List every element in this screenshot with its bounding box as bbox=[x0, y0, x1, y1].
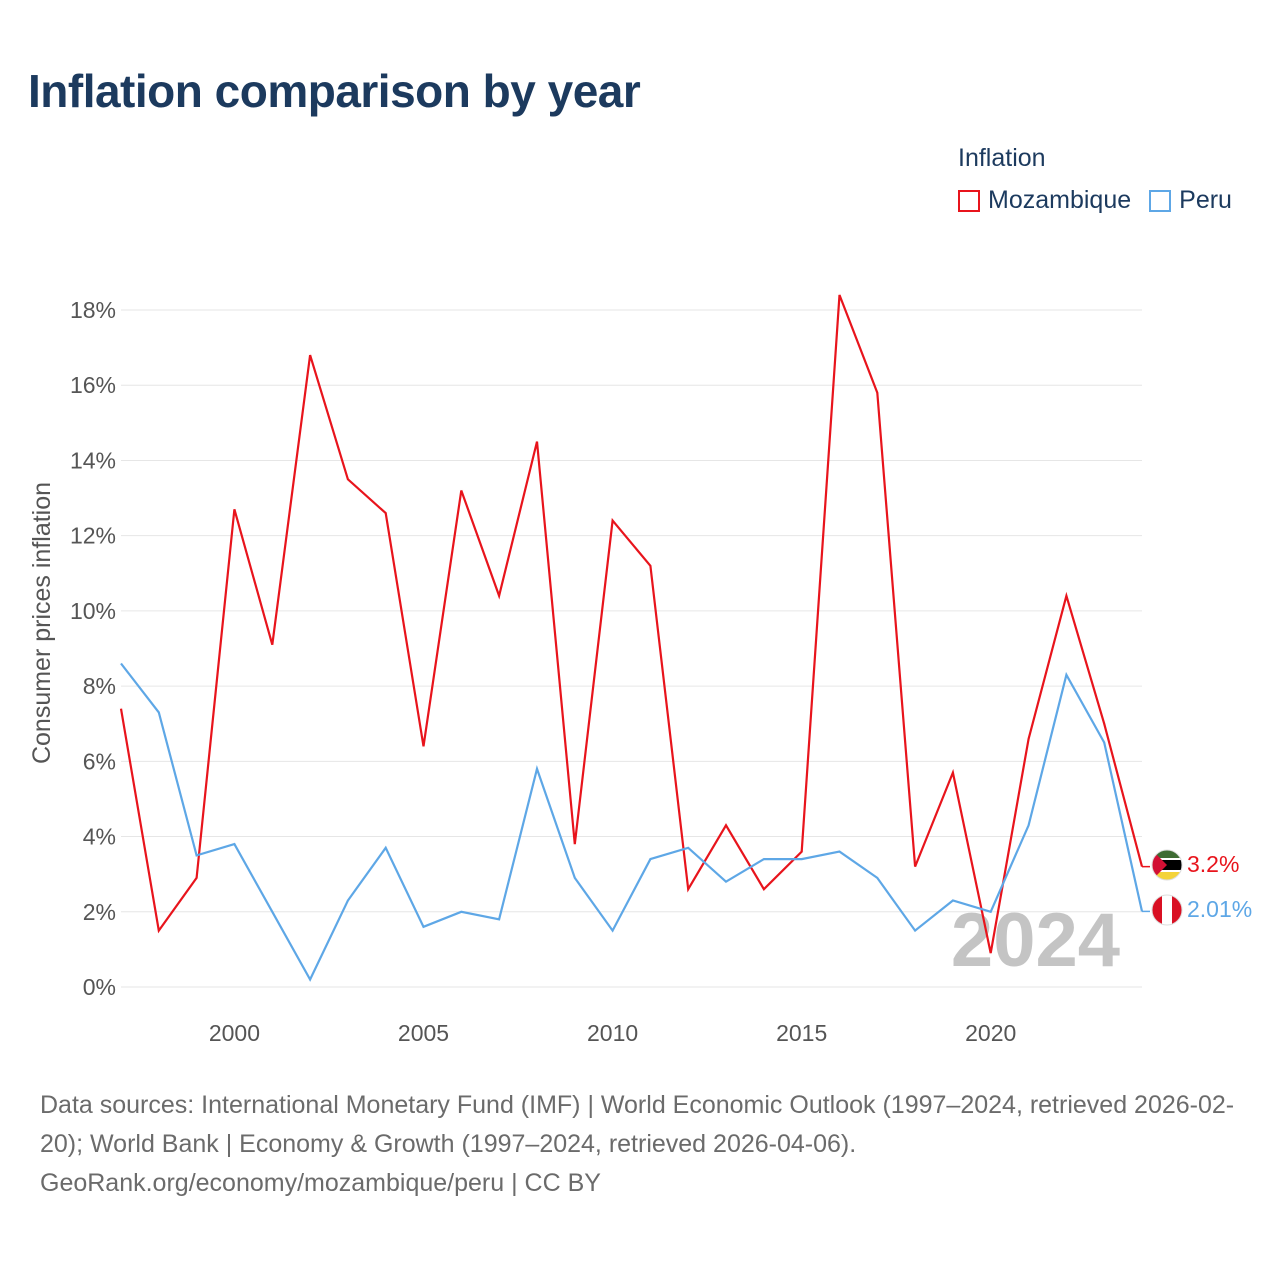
series-line-mozambique[interactable] bbox=[119, 294, 1144, 954]
data-point-mozambique bbox=[875, 391, 879, 395]
data-point-mozambique bbox=[1102, 722, 1106, 726]
y-tick-label: 0% bbox=[83, 974, 116, 1000]
data-point-peru bbox=[1102, 740, 1106, 744]
data-point-mozambique bbox=[346, 477, 350, 481]
attribution-link[interactable]: GeoRank.org/economy/mozambique/peru | CC… bbox=[40, 1169, 601, 1197]
data-point-mozambique bbox=[497, 594, 501, 598]
data-point-mozambique bbox=[762, 887, 766, 891]
data-point-mozambique bbox=[837, 293, 841, 297]
y-tick-label: 8% bbox=[83, 673, 116, 699]
data-point-mozambique bbox=[270, 643, 274, 647]
data-point-peru bbox=[535, 767, 539, 771]
data-point-mozambique bbox=[1064, 594, 1068, 598]
data-point-mozambique bbox=[308, 353, 312, 357]
x-tick-label: 2015 bbox=[776, 1020, 827, 1046]
legend-item-peru[interactable]: Peru bbox=[1149, 186, 1232, 215]
x-tick-label: 2010 bbox=[587, 1020, 638, 1046]
data-point-peru bbox=[157, 710, 161, 714]
data-point-peru bbox=[308, 977, 312, 981]
data-point-peru bbox=[1026, 823, 1030, 827]
data-point-mozambique bbox=[951, 770, 955, 774]
data-point-peru bbox=[648, 857, 652, 861]
x-tick-label: 2020 bbox=[965, 1020, 1016, 1046]
data-point-peru bbox=[384, 846, 388, 850]
chart-footer: Data sources: International Monetary Fun… bbox=[40, 1086, 1250, 1203]
data-point-mozambique bbox=[535, 439, 539, 443]
data-point-peru bbox=[762, 857, 766, 861]
data-sources-note: Data sources: International Monetary Fun… bbox=[40, 1091, 1235, 1158]
data-point-mozambique bbox=[913, 864, 917, 868]
data-point-mozambique bbox=[157, 928, 161, 932]
data-point-peru bbox=[686, 846, 690, 850]
data-point-peru bbox=[119, 661, 123, 665]
data-point-peru bbox=[837, 849, 841, 853]
y-tick-label: 12% bbox=[70, 523, 116, 549]
data-point-peru bbox=[497, 917, 501, 921]
data-point-peru bbox=[459, 910, 463, 914]
data-point-peru bbox=[989, 910, 993, 914]
x-tick-label: 2005 bbox=[398, 1020, 449, 1046]
data-point-mozambique bbox=[610, 518, 614, 522]
data-point-peru bbox=[799, 857, 803, 861]
mozambique-end-value-label: 3.2% bbox=[1187, 851, 1239, 877]
data-point-peru bbox=[232, 842, 236, 846]
y-tick-label: 16% bbox=[70, 372, 116, 398]
data-point-mozambique bbox=[459, 488, 463, 492]
legend-swatch-mozambique bbox=[958, 189, 980, 212]
y-tick-label: 4% bbox=[83, 824, 116, 850]
legend-label-mozambique: Mozambique bbox=[988, 186, 1132, 214]
y-tick-label: 6% bbox=[83, 748, 116, 774]
legend-swatch-peru bbox=[1149, 189, 1172, 212]
legend-item-mozambique[interactable]: Mozambique bbox=[958, 186, 1131, 215]
data-point-peru bbox=[194, 853, 198, 857]
data-point-mozambique bbox=[1026, 737, 1030, 741]
data-point-mozambique bbox=[573, 842, 577, 846]
data-point-mozambique bbox=[724, 823, 728, 827]
data-point-peru bbox=[1064, 673, 1068, 677]
x-tick-label: 2000 bbox=[209, 1020, 260, 1046]
current-year-watermark: 2024 bbox=[951, 898, 1120, 983]
data-point-peru bbox=[270, 910, 274, 914]
data-point-peru bbox=[724, 879, 728, 883]
peru-end-value-label: 2.01% bbox=[1187, 896, 1252, 922]
legend-label-peru: Peru bbox=[1179, 186, 1232, 214]
data-point-peru bbox=[573, 876, 577, 880]
data-point-peru bbox=[610, 928, 614, 932]
mozambique-flag-icon bbox=[1151, 849, 1183, 881]
y-tick-label: 18% bbox=[70, 297, 116, 323]
legend: Mozambique Peru bbox=[958, 186, 1250, 215]
legend-title: Inflation bbox=[958, 144, 1046, 172]
data-point-mozambique bbox=[686, 887, 690, 891]
data-point-mozambique bbox=[384, 511, 388, 515]
data-point-peru bbox=[346, 898, 350, 902]
data-point-mozambique bbox=[648, 564, 652, 568]
data-point-mozambique bbox=[799, 849, 803, 853]
data-point-mozambique bbox=[989, 951, 993, 955]
series-line-peru[interactable] bbox=[120, 662, 1144, 982]
y-tick-label: 2% bbox=[83, 899, 116, 925]
data-point-peru bbox=[913, 928, 917, 932]
peru-flag-icon bbox=[1151, 894, 1183, 926]
chart-title: Inflation comparison by year bbox=[28, 65, 641, 117]
y-tick-label: 14% bbox=[70, 447, 116, 473]
data-point-mozambique bbox=[119, 706, 123, 710]
data-point-mozambique bbox=[421, 744, 425, 748]
data-point-peru bbox=[875, 876, 879, 880]
data-point-mozambique bbox=[232, 507, 236, 511]
y-tick-label: 10% bbox=[70, 598, 116, 624]
data-point-mozambique bbox=[194, 876, 198, 880]
data-point-peru bbox=[951, 898, 955, 902]
line-chart: 0% 2% 4% 6% 8% 10% 12% 14% 16% 18% 2000 2005 2010 20… bbox=[28, 293, 1252, 1046]
data-point-peru bbox=[421, 925, 425, 929]
y-axis-title: Consumer prices inflation bbox=[28, 482, 56, 764]
